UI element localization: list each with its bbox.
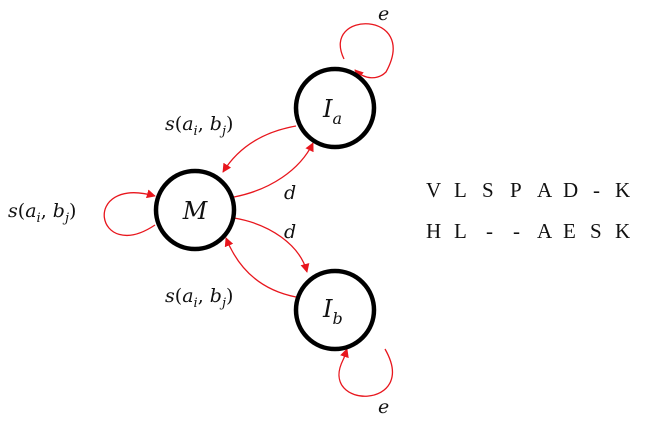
alignment-row-2-char: K — [615, 219, 632, 243]
node-ib-label: Ib — [322, 295, 343, 328]
node-m: M — [153, 168, 237, 252]
alignment-row-1-char: L — [454, 178, 468, 202]
edge-ia-to-m — [222, 125, 297, 173]
edge-label-m-to-ia: d — [284, 182, 296, 204]
alignment-row-2-char: - — [513, 219, 522, 243]
edge-m-to-ia — [233, 142, 314, 198]
alignment-row-2-char: A — [537, 219, 553, 243]
edge-self-loop-m — [103, 189, 156, 237]
alignment-row-1-char: S — [482, 178, 496, 202]
alignment-row-2-char: E — [563, 219, 578, 243]
alignment: V L S P A D - K H L - - A E S K — [426, 178, 632, 243]
alignment-row-1-char: V — [426, 178, 443, 202]
alignment-row-1: V L S P A D - K — [426, 178, 632, 202]
alignment-row-2-char: - — [486, 219, 495, 243]
alignment-row-1-char: A — [537, 178, 553, 202]
alignment-row-1-char: P — [510, 178, 523, 202]
edge-label-self-m: s(ai, bj) — [8, 200, 76, 226]
alignment-row-1-char: - — [593, 178, 602, 202]
edge-m-to-ib — [233, 217, 310, 273]
node-ia-label: Ia — [322, 95, 342, 128]
alignment-row-2-char: L — [454, 219, 468, 243]
edge-label-ib-to-m: s(ai, bj) — [165, 285, 233, 311]
edge-self-loop-ib — [338, 348, 393, 397]
alignment-row-2-char: H — [426, 219, 443, 243]
edges — [103, 23, 394, 397]
alignment-row-2: H L - - A E S K — [426, 219, 632, 243]
edge-label-ia-to-m: s(ai, bj) — [165, 113, 233, 139]
node-ia: Ia — [293, 66, 377, 150]
alignment-row-2-char: S — [590, 219, 604, 243]
edge-label-self-ib: e — [378, 396, 389, 418]
edge-ib-to-m — [224, 237, 297, 298]
alignment-row-1-char: D — [563, 178, 580, 202]
edge-label-m-to-ib: d — [284, 221, 296, 243]
alignment-row-1-char: K — [615, 178, 632, 202]
edge-label-self-ia: e — [378, 3, 389, 25]
node-ib: Ib — [293, 268, 377, 352]
node-m-label: M — [182, 197, 209, 225]
edge-self-loop-ia — [339, 23, 394, 79]
